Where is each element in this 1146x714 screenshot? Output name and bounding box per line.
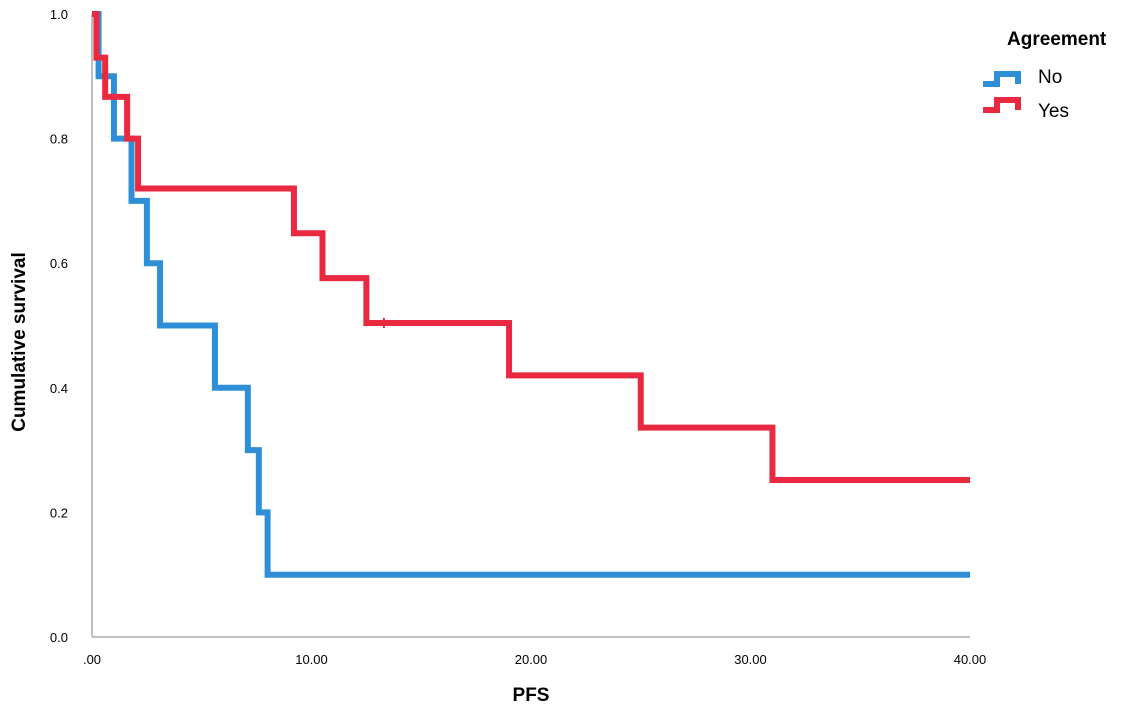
y-tick-label: 0.4 <box>50 381 68 396</box>
y-axis-title: Cumulative survival <box>9 252 30 432</box>
legend-item-yes: Yes <box>983 97 1069 122</box>
series-line-no <box>92 11 970 578</box>
x-tick-label: 20.00 <box>515 652 548 667</box>
series-line-yes <box>92 11 970 484</box>
x-tick-labels: .00 10.00 20.00 30.00 40.00 <box>83 652 986 667</box>
y-tick-label: 0.8 <box>50 132 68 147</box>
y-tick-label: 0.0 <box>50 630 68 645</box>
x-axis-title: PFS <box>513 685 550 706</box>
y-tick-label: 0.2 <box>50 505 68 520</box>
series-layer <box>92 11 970 578</box>
x-tick-label: 10.00 <box>295 652 328 667</box>
legend-swatch-no <box>983 71 1021 87</box>
legend-swatch-yes <box>983 97 1021 113</box>
axes <box>91 14 970 638</box>
legend: Agreement No Yes <box>983 29 1107 122</box>
legend-title: Agreement <box>1007 29 1107 50</box>
x-tick-label: .00 <box>83 652 101 667</box>
x-tick-label: 30.00 <box>734 652 767 667</box>
legend-label-no: No <box>1038 67 1062 88</box>
legend-item-no: No <box>983 67 1062 88</box>
legend-label-yes: Yes <box>1038 101 1069 122</box>
y-tick-labels: 0.0 0.2 0.4 0.6 0.8 1.0 <box>50 7 68 645</box>
y-tick-label: 0.6 <box>50 256 68 271</box>
y-tick-label: 1.0 <box>50 7 68 22</box>
x-tick-label: 40.00 <box>954 652 987 667</box>
